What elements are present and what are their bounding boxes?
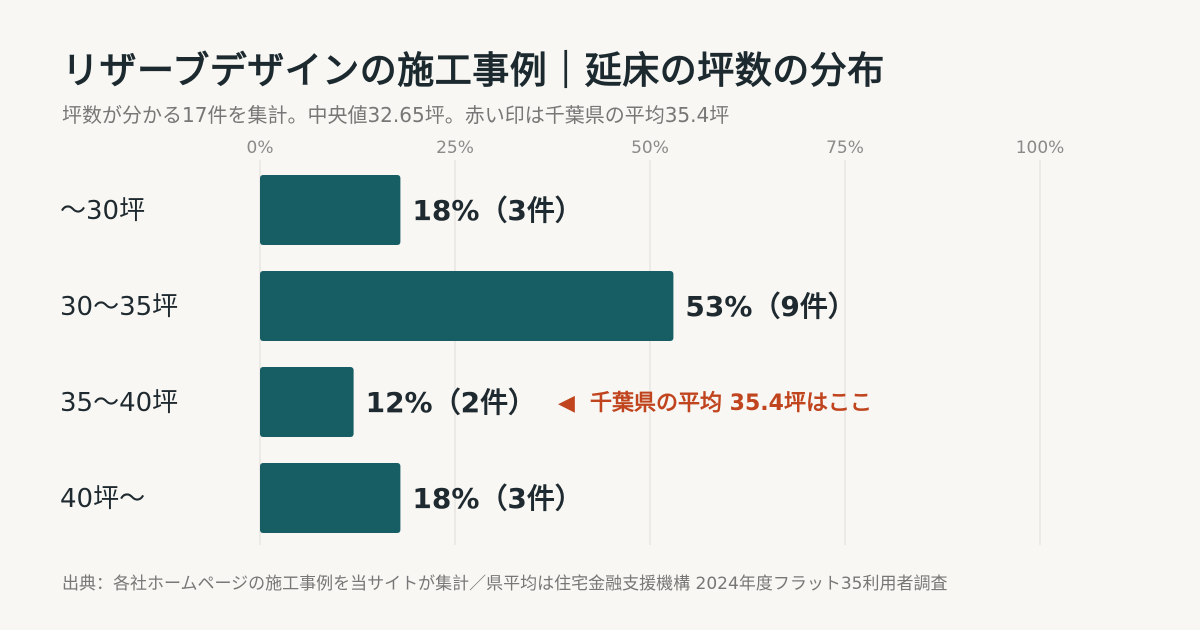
annotation-text: 千葉県の平均 35.4坪はここ: [590, 390, 872, 416]
data-label: 53%（9件）: [685, 290, 856, 323]
annotation: ◀ 千葉県の平均 35.4坪はここ: [558, 390, 872, 416]
bar: [260, 367, 354, 437]
data-labels: 18%（3件） 53%（9件） 12%（2件） 18%（3件）: [366, 194, 856, 515]
annotation-marker: ◀: [558, 391, 575, 416]
chart-title: リザーブデザインの施工事例｜延床の坪数の分布: [62, 49, 885, 92]
x-tick-label: 100%: [1016, 138, 1065, 158]
data-label: 12%（2件）: [366, 386, 537, 419]
x-tick-label: 50%: [631, 138, 669, 158]
bars: [260, 175, 674, 533]
data-label: 18%（3件）: [412, 194, 583, 227]
chart-subtitle: 坪数が分かる17件を集計。中央値32.65坪。赤い印は千葉県の平均35.4坪: [62, 103, 730, 127]
bar: [260, 463, 401, 533]
x-tick-label: 75%: [826, 138, 864, 158]
bar: [260, 271, 674, 341]
x-axis-ticks: 0% 25% 50% 75% 100%: [247, 138, 1065, 158]
category-label: 30〜35坪: [60, 292, 178, 322]
category-label: 40坪〜: [60, 484, 145, 514]
source-footnote: 出典：各社ホームページの施工事例を当サイトが集計／県平均は住宅金融支援機構 20…: [62, 574, 948, 594]
category-label: 〜30坪: [60, 196, 145, 226]
bar: [260, 175, 401, 245]
x-tick-label: 0%: [247, 138, 274, 158]
x-tick-label: 25%: [436, 138, 474, 158]
data-label: 18%（3件）: [412, 482, 583, 515]
category-label: 35〜40坪: [60, 388, 178, 418]
category-labels: 〜30坪 30〜35坪 35〜40坪 40坪〜: [60, 196, 178, 514]
